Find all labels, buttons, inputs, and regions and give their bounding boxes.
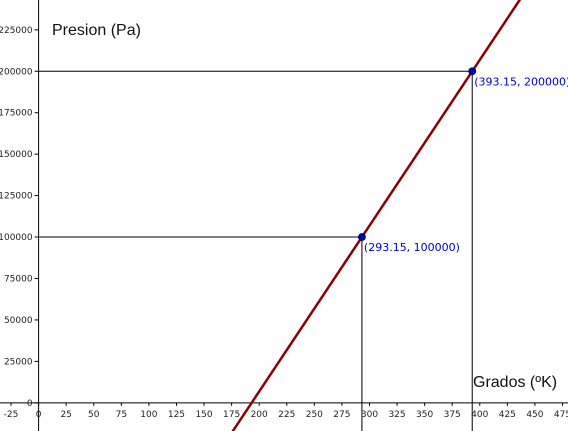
x-tick-label: 100 — [140, 410, 157, 420]
x-tick-label: 450 — [526, 410, 543, 420]
x-tick-label: 75 — [116, 410, 127, 420]
series-group — [231, 0, 522, 431]
y-tick-label: 225000 — [0, 26, 33, 36]
y-tick-label: 75000 — [4, 274, 33, 284]
x-tick-label: 425 — [499, 410, 516, 420]
x-tick-label: 250 — [306, 410, 323, 420]
y-tick-label: 200000 — [0, 67, 33, 77]
x-tick-label: 350 — [416, 410, 433, 420]
y-tick-label: 150000 — [0, 150, 33, 160]
y-tick-label: 0 — [27, 399, 33, 409]
x-tick-label: 25 — [60, 410, 71, 420]
y-tick-label: 100000 — [0, 233, 33, 243]
x-tick-label: 375 — [444, 410, 461, 420]
y-tick-label: 25000 — [4, 357, 33, 367]
x-axis-ticks: -25 0 25 50 75 100 125 150 175 200 225 250 275 300 325… — [4, 402, 568, 420]
series-line — [231, 0, 522, 431]
x-tick-label: 400 — [471, 410, 488, 420]
guide-lines — [38, 70, 473, 431]
y-axis-ticks: 0 25000 50000 75000 100000 125000 150000 175000… — [0, 26, 39, 409]
y-tick-label: 175000 — [0, 109, 33, 119]
x-tick-label: 275 — [333, 410, 350, 420]
data-point-label: (393.15, 200000) — [474, 75, 568, 88]
x-tick-label: 200 — [251, 410, 268, 420]
data-point-label: (293.15, 100000) — [364, 241, 460, 254]
x-tick-label: 0 — [36, 410, 42, 420]
x-tick-label: 175 — [223, 410, 240, 420]
x-tick-label: 300 — [361, 410, 378, 420]
x-axis-title: Grados (ºK) — [473, 374, 557, 391]
y-tick-label: 50000 — [4, 316, 33, 326]
x-tick-label: 50 — [88, 410, 100, 420]
x-tick-label: 125 — [168, 410, 185, 420]
y-tick-label: 125000 — [0, 192, 33, 202]
x-tick-label: 475 — [554, 410, 568, 420]
data-point[interactable] — [468, 67, 477, 76]
x-tick-label: 150 — [195, 410, 212, 420]
x-tick-label: -25 — [4, 410, 19, 420]
data-point[interactable] — [358, 233, 366, 241]
x-tick-label: 225 — [278, 410, 295, 420]
x-tick-label: 325 — [388, 410, 405, 420]
points-group[interactable]: (293.15, 100000) (393.15, 200000) — [358, 67, 568, 254]
y-axis-title: Presion (Pa) — [52, 22, 141, 39]
